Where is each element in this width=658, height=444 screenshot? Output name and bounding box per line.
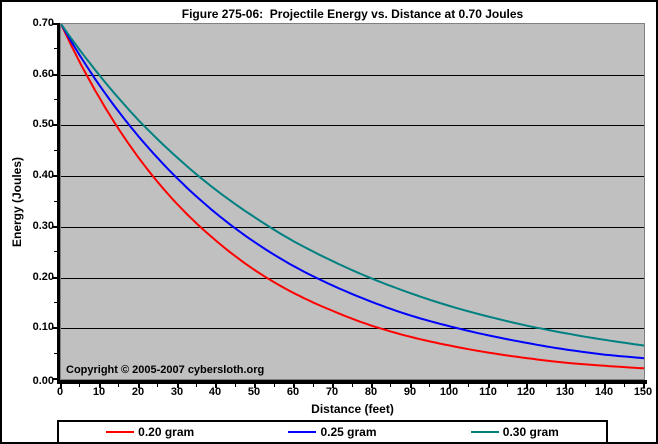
y-tick-label: 0.10 [32,321,54,333]
x-tick-label: 20 [131,386,145,398]
x-tick-label: 90 [403,386,417,398]
y-major-tick [52,226,58,228]
x-minor-tick [274,384,275,387]
legend-line-sample [288,431,317,433]
x-major-tick [371,384,373,388]
x-minor-tick [390,384,391,387]
legend-label: 0.30 gram [502,425,559,439]
y-major-tick [52,23,58,25]
y-tick-label: 0.30 [32,220,54,232]
x-major-tick [410,384,412,388]
x-minor-tick [507,384,508,387]
legend-item-0-20-gram: 0.20 gram [59,425,241,439]
gridline [61,278,644,279]
y-minor-tick [54,48,58,49]
x-major-tick [99,384,101,388]
x-minor-tick [157,384,158,387]
x-tick-label: 10 [92,386,106,398]
y-major-tick [52,74,58,76]
x-major-tick [565,384,567,388]
x-major-tick [604,384,606,388]
x-minor-tick [118,384,119,387]
legend-label: 0.20 gram [138,425,195,439]
x-minor-tick [313,384,314,387]
legend-item-0-30-gram: 0.30 gram [424,425,606,439]
y-tick-label: 0.70 [32,17,54,29]
x-major-tick [60,384,62,388]
x-minor-tick [468,384,469,387]
x-tick-label: 50 [247,386,261,398]
y-minor-tick [54,150,58,151]
x-tick-label: 110 [479,386,497,398]
gridline [61,176,644,177]
x-tick-label: 120 [516,386,536,398]
x-major-tick [293,384,295,388]
x-minor-tick [624,384,625,387]
legend-line-sample [106,431,135,433]
y-minor-tick [54,302,58,303]
x-axis-title: Distance (feet) [311,402,394,416]
x-tick-label: 130 [555,386,575,398]
y-tick-label: 0.40 [32,169,54,181]
x-minor-tick [235,384,236,387]
x-tick-label: 70 [325,386,339,398]
y-major-tick [52,175,58,177]
x-tick-label: 60 [286,386,300,398]
series-line-0-30-gram [61,24,644,347]
gridline [61,227,644,228]
x-major-tick [449,384,451,388]
x-axis-line [57,380,647,384]
copyright-text: Copyright © 2005-2007 cybersloth.org [66,364,265,376]
y-minor-tick [54,251,58,252]
y-tick-label: 0.00 [32,375,54,387]
x-tick-label: 150 [633,386,653,398]
series-line-0-20-gram [61,24,644,370]
x-minor-tick [429,384,430,387]
x-tick-label: 100 [439,386,459,398]
x-major-tick [488,384,490,388]
series-line-0-25-gram [61,24,644,360]
x-minor-tick [585,384,586,387]
y-tick-label: 0.20 [32,271,54,283]
x-minor-tick [79,384,80,387]
legend: 0.20 gram 0.25 gram 0.30 gram [57,420,608,442]
x-minor-tick [352,384,353,387]
y-major-tick [52,124,58,126]
x-tick-label: 30 [170,386,184,398]
y-major-tick [52,327,58,329]
legend-line-sample [470,431,499,433]
x-major-tick [254,384,256,388]
y-tick-label: 0.60 [32,68,54,80]
x-major-tick [332,384,334,388]
y-axis-line [57,23,60,384]
x-major-tick [643,384,645,388]
y-major-tick [52,378,58,380]
x-tick-label: 80 [364,386,378,398]
legend-label: 0.25 gram [320,425,377,439]
y-minor-tick [54,353,58,354]
x-minor-tick [196,384,197,387]
x-major-tick [177,384,179,388]
gridline [61,125,644,126]
x-major-tick [138,384,140,388]
x-tick-label: 140 [594,386,614,398]
y-tick-label: 0.50 [32,118,54,130]
series-curves [61,24,644,370]
plot-area: Copyright © 2005-2007 cybersloth.org [60,23,645,380]
y-major-tick [52,277,58,279]
chart-title: Figure 275-06: Projectile Energy vs. Dis… [181,7,524,21]
x-tick-label: 40 [208,386,222,398]
gridline [61,75,644,76]
y-minor-tick [54,201,58,202]
gridline [61,328,644,329]
legend-item-0-25-gram: 0.25 gram [241,425,423,439]
y-minor-tick [54,99,58,100]
x-major-tick [215,384,217,388]
x-major-tick [526,384,528,388]
x-tick-label: 0 [56,386,64,398]
y-axis-title: Energy (Joules) [10,156,24,248]
x-minor-tick [546,384,547,387]
